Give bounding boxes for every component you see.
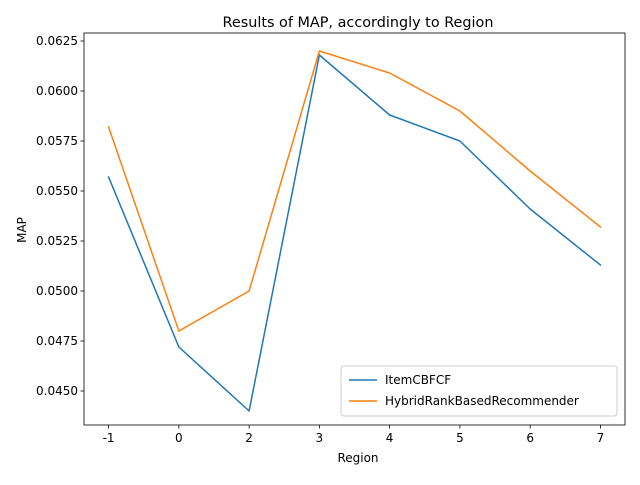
x-tick-label: 3 bbox=[316, 431, 324, 445]
series-line-1 bbox=[107, 50, 602, 332]
x-tick-label: 0 bbox=[175, 431, 183, 445]
x-tick-label: 6 bbox=[526, 431, 534, 445]
y-tick-label: 0.0500 bbox=[36, 284, 78, 298]
x-tick-label: -1 bbox=[103, 431, 115, 445]
series-line-0 bbox=[107, 54, 602, 412]
y-tick-label: 0.0575 bbox=[36, 134, 78, 148]
legend-box bbox=[340, 365, 618, 417]
legend-label-1: HybridRankBasedRecommender bbox=[385, 394, 579, 408]
chart-title: Results of MAP, accordingly to Region bbox=[223, 15, 494, 31]
y-tick-label: 0.0550 bbox=[36, 184, 78, 198]
y-tick-label: 0.0625 bbox=[36, 34, 78, 48]
x-tick-label: 7 bbox=[597, 431, 605, 445]
x-tick-label: 4 bbox=[386, 431, 394, 445]
legend-label-0: ItemCBFCF bbox=[385, 373, 451, 387]
legend: ItemCBFCF HybridRankBasedRecommender bbox=[340, 365, 618, 417]
x-tick-label: 5 bbox=[456, 431, 464, 445]
plot-area: -1 0 2 3 4 5 6 7 0.0450 0.0475 0.0500 0.0525 0.0550 0… bbox=[36, 32, 626, 445]
y-axis-label: MAP bbox=[15, 217, 29, 243]
x-axis-label: Region bbox=[337, 451, 378, 465]
y-tick-label: 0.0475 bbox=[36, 334, 78, 348]
x-tick-label: 2 bbox=[245, 431, 253, 445]
axes-frame bbox=[83, 32, 626, 426]
y-tick-label: 0.0600 bbox=[36, 84, 78, 98]
y-tick-label: 0.0450 bbox=[36, 384, 78, 398]
y-tick-label: 0.0525 bbox=[36, 234, 78, 248]
